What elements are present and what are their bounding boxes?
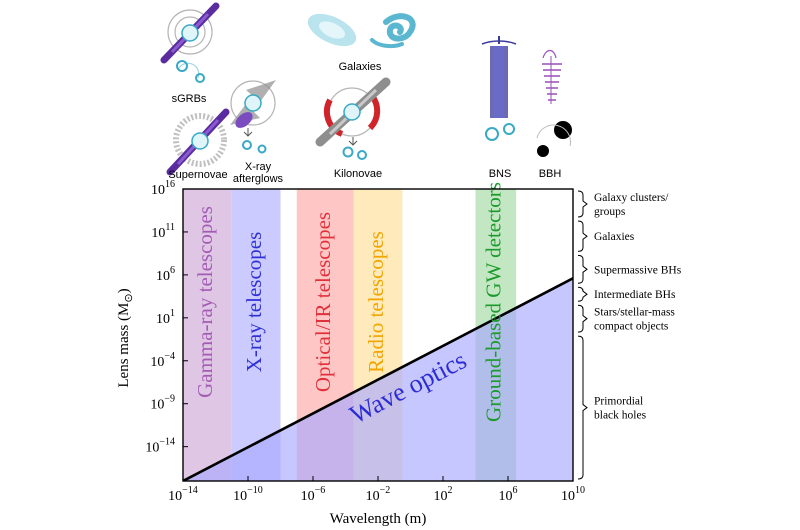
supernova-icon	[166, 108, 230, 176]
spiral-galaxy-icon	[370, 13, 416, 49]
plot-area: Gamma-ray telescopes X-ray telescopes Opti…	[145, 179, 681, 504]
bbh-waveform-icon	[542, 49, 562, 104]
band-label-gamma-ray-telescopes: Gamma-ray telescopes	[193, 206, 217, 398]
x-tick-label: 10−6	[301, 485, 326, 504]
band-x-ray-telescopes	[231, 189, 281, 481]
x-tick-label: 102	[434, 485, 453, 504]
annotation-label-primordial-black-holes: black holes	[594, 410, 647, 422]
annotation-label-primordial-black-holes: Primordial	[594, 396, 643, 408]
annotation-brace	[577, 286, 588, 302]
bns-binary-icon	[485, 123, 515, 141]
band-label-ground-based-gw-detectors: Ground-based GW detectors	[482, 182, 506, 422]
y-tick-label: 106	[156, 265, 175, 284]
x-tick-label: 106	[499, 485, 518, 504]
band-gamma-ray-telescopes	[183, 189, 232, 481]
annotation-label-galaxies: Galaxies	[594, 231, 635, 243]
annotation-brace	[577, 190, 588, 218]
source-illustrations: sGRBs Supernovae X-ray afterglows	[160, 2, 572, 185]
kilonova-icon	[315, 77, 391, 160]
sgrb-jet-icon	[160, 2, 220, 64]
bbh-binary-icon	[536, 121, 572, 157]
bbh-label: BBH	[539, 168, 562, 180]
x-axis-title: Wavelength (m)	[330, 511, 427, 527]
bns-label: BNS	[489, 168, 512, 180]
band-label-optical-ir-telescopes: Optical/IR telescopes	[311, 212, 335, 392]
y-tick-label: 10−4	[150, 351, 175, 370]
annotation-label-stars-stellar-mass-compact-objects: Stars/stellar-mass	[594, 307, 675, 319]
annotation-brace	[577, 304, 588, 333]
annotation-label-supermassive-bhs: Supermassive BHs	[594, 264, 682, 276]
x-tick-label: 10−14	[168, 485, 198, 504]
wave-optics-boundary-line	[183, 277, 573, 481]
annotation-label-intermediate-bhs: Intermediate BHs	[594, 289, 676, 301]
y-tick-label: 101	[156, 308, 175, 327]
y-tick-label: 1016	[151, 179, 175, 198]
bns-waveform-icon	[481, 36, 517, 118]
supernovae-label: Supernovae	[168, 169, 227, 181]
sgrb-binary-icon	[176, 60, 205, 83]
x-tick-label: 1010	[561, 485, 585, 504]
band-label-radio-telescopes: Radio telescopes	[364, 231, 388, 373]
annotation-brace	[577, 254, 588, 284]
y-axis-title: Lens mass (M⊙)	[116, 288, 135, 387]
annotation-brace	[577, 220, 588, 252]
xray-afterglows-label-line1: X-ray	[245, 161, 272, 173]
y-tick-label: 10−14	[145, 437, 175, 456]
xray-afterglow-icon	[230, 80, 276, 154]
y-tick-label: 1011	[151, 222, 175, 241]
elliptical-galaxy-icon	[307, 13, 357, 47]
band-label-x-ray-telescopes: X-ray telescopes	[242, 232, 266, 373]
annotation-label-galaxy-clusters-groups: Galaxy clusters/	[594, 192, 669, 204]
galaxies-label: Galaxies	[339, 61, 382, 73]
annotation-label-stars-stellar-mass-compact-objects: compact objects	[594, 321, 669, 333]
annotation-brace	[577, 335, 588, 480]
sgrbs-label: sGRBs	[172, 93, 207, 105]
xray-afterglows-label-line2: afterglows	[233, 173, 284, 185]
annotation-label-galaxy-clusters-groups: groups	[594, 206, 626, 218]
x-tick-label: 10−2	[366, 485, 391, 504]
y-tick-label: 10−9	[150, 394, 175, 413]
x-tick-label: 10−10	[233, 485, 263, 504]
kilonovae-label: Kilonovae	[334, 168, 382, 180]
